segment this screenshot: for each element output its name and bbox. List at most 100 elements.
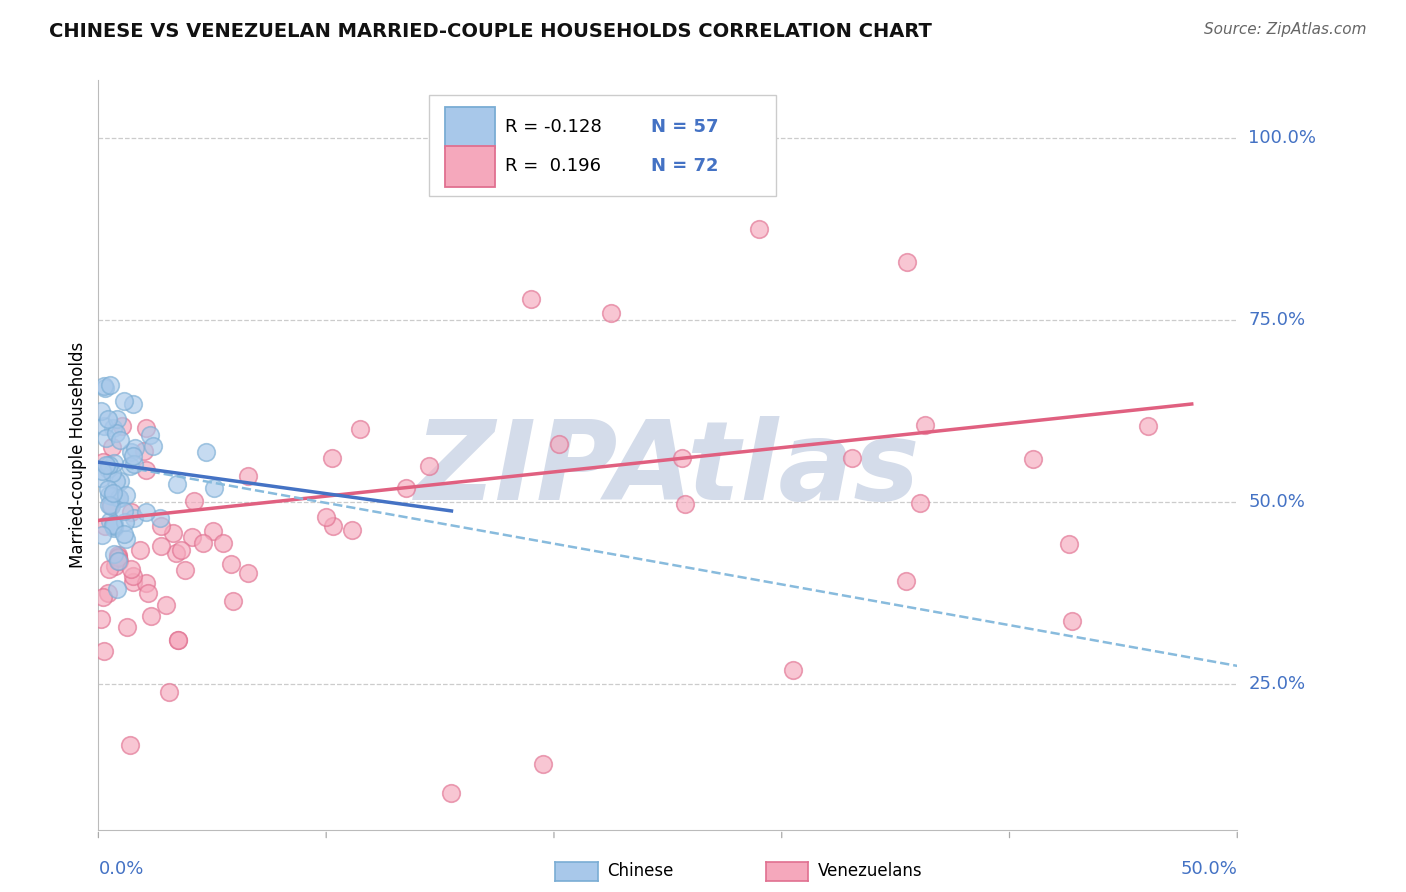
Point <box>896 255 918 269</box>
Point <box>107 553 129 567</box>
Point <box>108 433 131 447</box>
Point <box>105 474 128 488</box>
Point <box>90 403 112 417</box>
Point <box>100 498 122 512</box>
Point <box>149 519 172 533</box>
Text: 100.0%: 100.0% <box>1249 129 1316 147</box>
Text: Chinese: Chinese <box>607 863 673 880</box>
Y-axis label: Married-couple Households: Married-couple Households <box>69 342 87 568</box>
Point <box>112 504 135 518</box>
Point <box>520 292 543 306</box>
Point <box>118 459 141 474</box>
Point <box>114 488 136 502</box>
Point <box>122 510 145 524</box>
Point <box>321 450 343 465</box>
Point <box>129 542 152 557</box>
Point <box>195 445 218 459</box>
Point <box>212 536 235 550</box>
Point <box>107 549 129 564</box>
Text: N = 57: N = 57 <box>651 119 718 136</box>
Text: ZIPAtlas: ZIPAtlas <box>415 417 921 524</box>
Point <box>132 444 155 458</box>
Point <box>105 412 128 426</box>
Point <box>94 519 117 533</box>
Point <box>149 510 172 524</box>
Text: 75.0%: 75.0% <box>1249 311 1306 329</box>
Point <box>101 517 124 532</box>
Point <box>135 421 157 435</box>
Point <box>136 586 159 600</box>
FancyBboxPatch shape <box>444 107 495 148</box>
Point <box>91 455 114 469</box>
Point <box>97 483 120 497</box>
Point <box>103 519 125 533</box>
Point <box>93 418 115 433</box>
Point <box>94 431 117 445</box>
Point <box>135 576 157 591</box>
Point <box>183 494 205 508</box>
Point <box>97 411 120 425</box>
Point <box>340 523 363 537</box>
Point <box>236 566 259 581</box>
Text: R = -0.128: R = -0.128 <box>505 119 602 136</box>
FancyBboxPatch shape <box>429 95 776 196</box>
Point <box>139 428 162 442</box>
Point <box>395 481 418 495</box>
Point <box>440 786 463 800</box>
Point <box>181 530 204 544</box>
Point <box>122 396 145 410</box>
Point <box>98 514 121 528</box>
Point <box>108 491 131 506</box>
Text: 50.0%: 50.0% <box>1181 860 1237 878</box>
Text: CHINESE VS VENEZUELAN MARRIED-COUPLE HOUSEHOLDS CORRELATION CHART: CHINESE VS VENEZUELAN MARRIED-COUPLE HOU… <box>49 22 932 41</box>
Text: Source: ZipAtlas.com: Source: ZipAtlas.com <box>1204 22 1367 37</box>
Point <box>1060 614 1083 628</box>
Point <box>236 468 259 483</box>
Point <box>219 558 242 572</box>
Point <box>107 551 129 566</box>
Text: 50.0%: 50.0% <box>1249 493 1305 511</box>
Point <box>894 574 917 588</box>
Point <box>1137 418 1160 433</box>
Point <box>105 426 128 441</box>
Point <box>111 418 134 433</box>
Point <box>103 521 125 535</box>
Text: N = 72: N = 72 <box>651 158 718 176</box>
Point <box>1057 537 1080 551</box>
Point <box>97 586 120 600</box>
Point <box>671 451 693 466</box>
Point <box>841 451 863 466</box>
Point <box>135 505 157 519</box>
Point <box>322 518 344 533</box>
Point <box>170 542 193 557</box>
Point <box>90 464 112 478</box>
Point <box>120 738 142 752</box>
Point <box>122 568 145 582</box>
Point <box>94 381 117 395</box>
Point <box>98 377 121 392</box>
Point <box>547 437 569 451</box>
Point <box>103 547 125 561</box>
Point <box>100 500 122 514</box>
Point <box>115 620 138 634</box>
Point <box>120 505 142 519</box>
Point <box>142 439 165 453</box>
Point <box>124 441 146 455</box>
Point <box>121 562 143 576</box>
Point <box>115 532 138 546</box>
Point <box>418 458 440 473</box>
Point <box>96 458 118 473</box>
Point <box>349 422 371 436</box>
Point <box>112 527 135 541</box>
Point <box>531 757 554 772</box>
Point <box>748 222 770 236</box>
Point <box>108 491 131 506</box>
Point <box>139 608 162 623</box>
Point <box>202 481 225 495</box>
Point <box>110 475 132 489</box>
Text: R =  0.196: R = 0.196 <box>505 158 600 176</box>
Point <box>600 306 623 320</box>
Point <box>166 477 188 491</box>
Point <box>90 528 112 542</box>
Point <box>221 593 243 607</box>
